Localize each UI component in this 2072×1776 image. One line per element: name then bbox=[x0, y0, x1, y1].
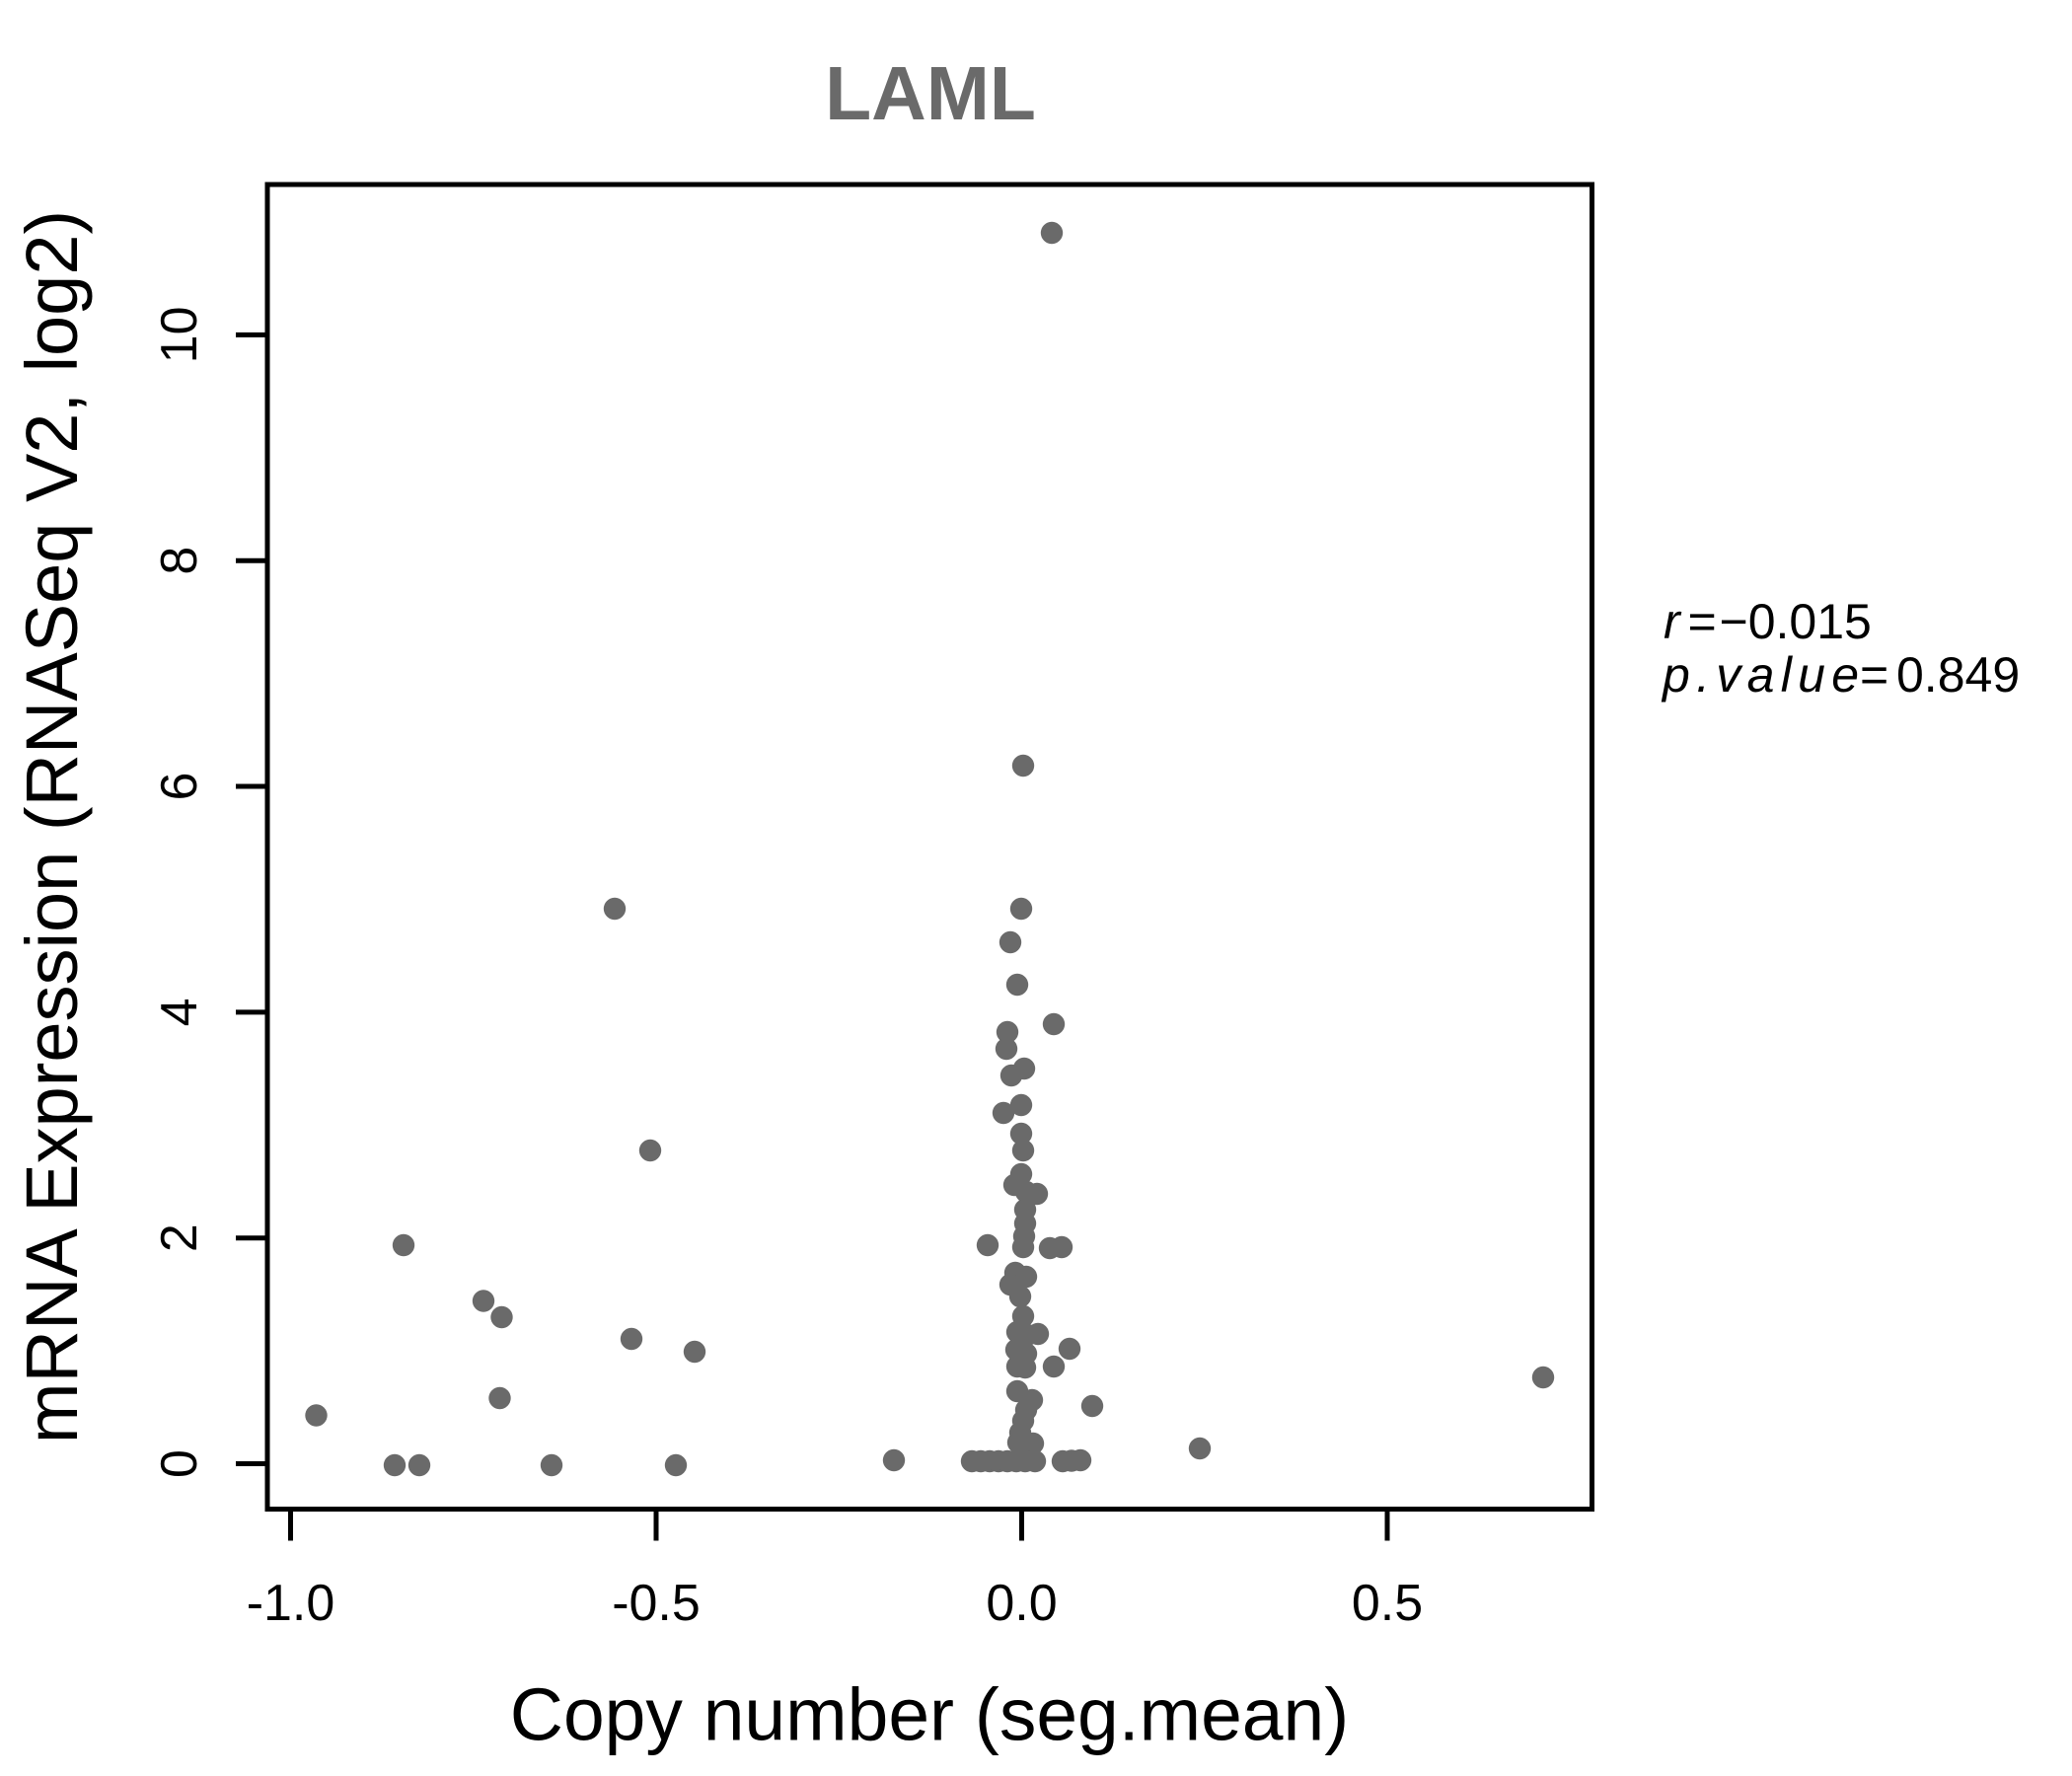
svg-text:0.0: 0.0 bbox=[986, 1575, 1057, 1632]
svg-text:p.value: p.value bbox=[1661, 647, 1865, 703]
svg-text:0: 0 bbox=[151, 1449, 208, 1478]
svg-text:0.5: 0.5 bbox=[1352, 1575, 1423, 1632]
svg-text:Copy number (seg.mean): Copy number (seg.mean) bbox=[510, 1673, 1349, 1756]
svg-text:−0.015: −0.015 bbox=[1720, 594, 1872, 649]
svg-text:2: 2 bbox=[151, 1223, 208, 1252]
svg-text:LAML: LAML bbox=[825, 51, 1036, 136]
svg-text:-0.5: -0.5 bbox=[612, 1575, 701, 1632]
svg-text:6: 6 bbox=[151, 773, 208, 801]
svg-text:10: 10 bbox=[151, 306, 208, 363]
svg-text:-1.0: -1.0 bbox=[247, 1575, 335, 1632]
svg-text:=: = bbox=[1860, 647, 1888, 703]
svg-text:r: r bbox=[1664, 594, 1682, 649]
svg-text:4: 4 bbox=[151, 998, 208, 1026]
svg-text:8: 8 bbox=[151, 547, 208, 575]
svg-text:0.849: 0.849 bbox=[1896, 647, 2020, 703]
svg-text:mRNA Expression (RNASeq V2, lo: mRNA Expression (RNASeq V2, log2) bbox=[11, 210, 93, 1443]
svg-text:=: = bbox=[1688, 594, 1717, 649]
